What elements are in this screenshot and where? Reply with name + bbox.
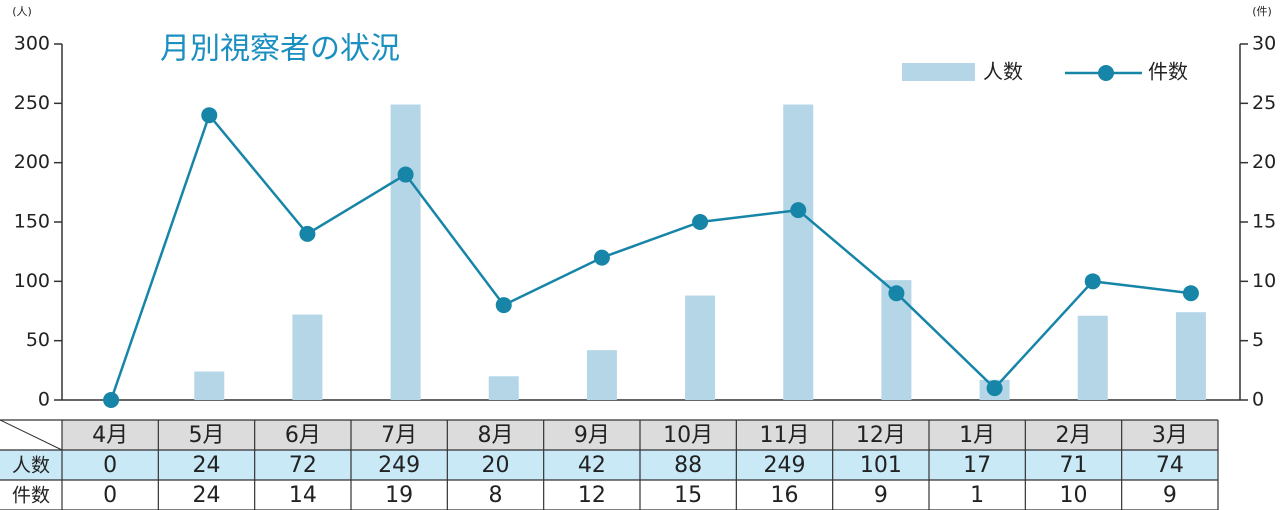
table-cell: 19 — [385, 483, 413, 508]
y-tick-label: 0 — [38, 389, 50, 411]
table-cell: 249 — [378, 453, 420, 478]
chart-title: 月別視察者の状況 — [160, 32, 400, 67]
table-header: 11月 — [760, 423, 810, 448]
y-tick-label: 100 — [14, 270, 50, 292]
table-header: 12月 — [856, 423, 906, 448]
bar — [685, 295, 716, 400]
table-cell: 249 — [764, 453, 806, 478]
table-cell: 42 — [578, 453, 606, 478]
marker — [495, 297, 512, 314]
y2-tick-label: 30 — [1252, 33, 1276, 55]
y2-tick-label: 10 — [1252, 270, 1276, 292]
table-cell: 0 — [103, 453, 117, 478]
y-tick-label: 200 — [14, 151, 50, 173]
y-tick-label: 300 — [14, 33, 50, 55]
table-cell: 8 — [489, 483, 503, 508]
bar — [292, 314, 323, 400]
marker — [888, 285, 905, 302]
y2-axis-label: (件) — [1252, 5, 1272, 18]
y2-tick-label: 15 — [1252, 211, 1276, 233]
table-cell: 16 — [771, 483, 799, 508]
table-header: 8月 — [478, 423, 514, 448]
marker — [593, 249, 610, 266]
y2-tick-label: 25 — [1252, 92, 1276, 114]
table-diagonal — [0, 419, 63, 451]
table-cell: 72 — [289, 453, 317, 478]
marker — [790, 202, 807, 219]
bar — [194, 371, 225, 400]
marker — [103, 392, 120, 408]
table-cell: 15 — [674, 483, 702, 508]
table-header: 5月 — [189, 423, 225, 448]
marker — [692, 214, 709, 230]
marker — [1084, 273, 1101, 290]
table-cell: 0 — [103, 483, 117, 508]
table-header: 3月 — [1152, 423, 1188, 448]
y-tick-label: 250 — [14, 92, 50, 114]
table-cell: 10 — [1060, 483, 1088, 508]
table-header: 9月 — [574, 423, 610, 448]
marker — [299, 225, 316, 242]
table-cell: 71 — [1060, 453, 1088, 478]
y-axis-label: (人) — [12, 5, 32, 18]
y2-tick-label: 5 — [1252, 329, 1264, 351]
y2-tick-label: 0 — [1252, 389, 1264, 411]
table-cell: 20 — [482, 453, 510, 478]
bar — [390, 104, 421, 401]
legend-swatch — [902, 63, 975, 81]
marker — [397, 166, 414, 183]
y-tick-label: 50 — [26, 329, 50, 351]
table-header: 2月 — [1056, 423, 1092, 448]
table-cell: 24 — [193, 483, 221, 508]
bar — [1175, 312, 1206, 400]
bar — [488, 376, 519, 400]
y-tick-label: 150 — [14, 211, 50, 233]
table-cell: 9 — [874, 483, 888, 508]
table-cell: 12 — [578, 483, 606, 508]
table-cell: 9 — [1163, 483, 1177, 508]
line — [109, 112, 1192, 401]
table-cell: 1 — [970, 483, 984, 508]
table-row-bg — [0, 450, 1218, 480]
bar — [1077, 315, 1108, 400]
table-row-label: 件数 — [12, 485, 50, 507]
legend-label: 件数 — [1148, 60, 1188, 84]
bar — [783, 104, 814, 401]
table-header: 7月 — [381, 423, 417, 448]
marker — [201, 107, 218, 124]
marker — [1182, 285, 1199, 302]
table-cell: 24 — [193, 453, 221, 478]
bar — [586, 350, 617, 400]
table-header: 1月 — [959, 423, 995, 448]
table-cell: 101 — [860, 453, 902, 478]
table-cell: 74 — [1156, 453, 1184, 478]
table-cell: 88 — [674, 453, 702, 478]
table-cell: 17 — [963, 453, 991, 478]
legend-label: 人数 — [983, 60, 1023, 84]
legend-marker — [1098, 65, 1114, 81]
y2-tick-label: 20 — [1252, 151, 1276, 173]
table-cell: 14 — [289, 483, 317, 508]
table-row-label: 人数 — [12, 455, 50, 477]
table-header: 10月 — [663, 423, 713, 448]
table-header: 4月 — [92, 423, 128, 448]
marker — [986, 380, 1003, 397]
table-header: 6月 — [285, 423, 321, 448]
